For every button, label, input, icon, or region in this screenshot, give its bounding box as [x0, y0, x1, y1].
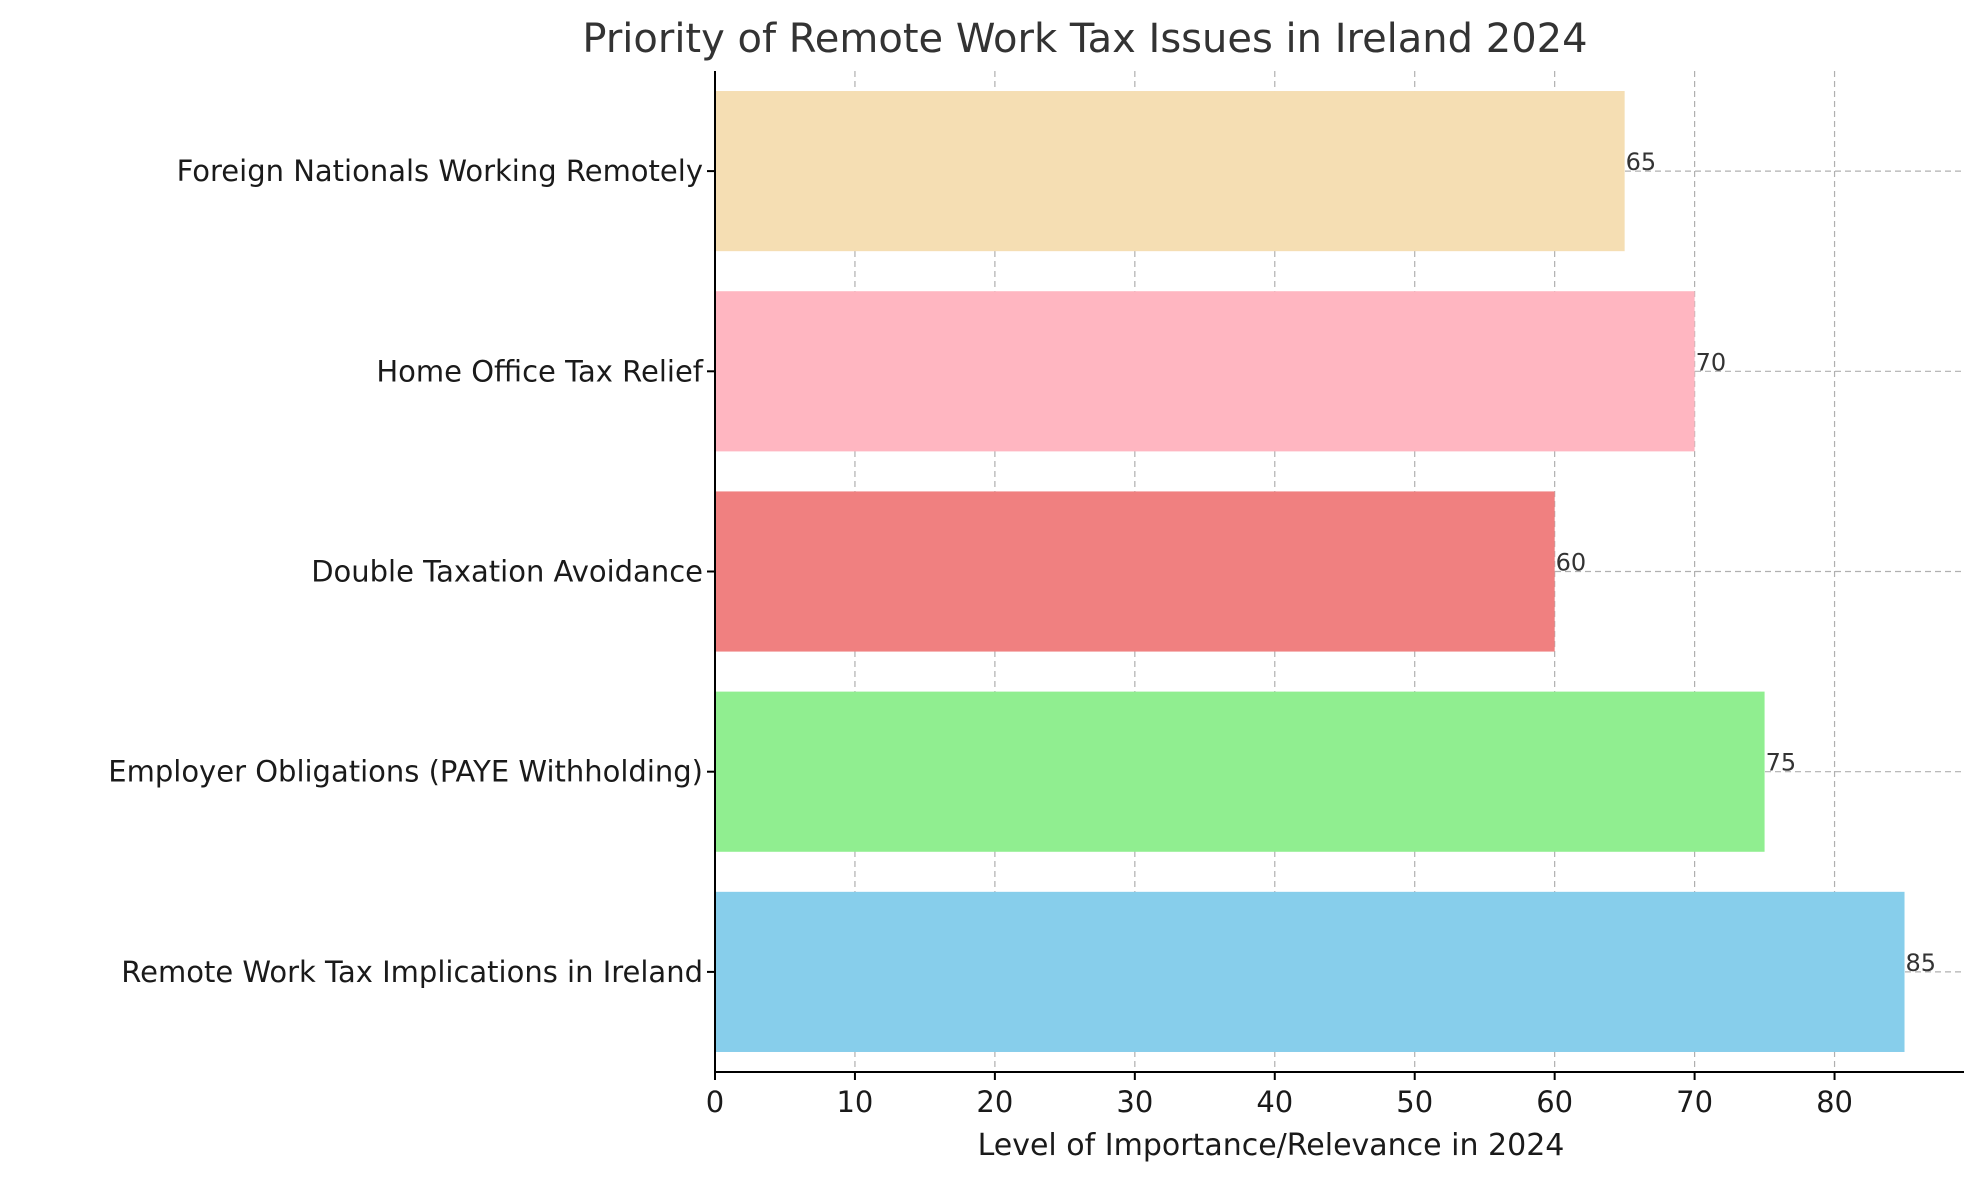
x-tick-label: 20: [976, 1085, 1013, 1119]
x-tick-label: 10: [836, 1085, 873, 1119]
y-category-label: Employer Obligations (PAYE Withholding): [108, 755, 703, 789]
bar-value-label: 70: [1696, 348, 1727, 376]
x-ticks: 0 10 20 30 40 50 60 70 80: [706, 1072, 1853, 1119]
y-category-label: Double Taxation Avoidance: [311, 555, 703, 589]
x-tick-label: 30: [1116, 1085, 1153, 1119]
y-category-label: Remote Work Tax Implications in Ireland: [121, 955, 703, 989]
x-tick-label: 70: [1676, 1085, 1713, 1119]
x-tick-label: 80: [1816, 1085, 1853, 1119]
data-labels: 85 75 60 70 65: [1556, 148, 1936, 977]
chart-title: Priority of Remote Work Tax Issues in Ir…: [582, 16, 1587, 62]
bar: [715, 291, 1695, 452]
x-tick-label: 0: [706, 1085, 724, 1119]
bar: [715, 891, 1905, 1052]
x-tick-label: 40: [1256, 1085, 1293, 1119]
bar: [715, 91, 1625, 252]
bar-value-label: 65: [1626, 148, 1657, 176]
bars: [715, 91, 1905, 1052]
x-tick-label: 50: [1396, 1085, 1433, 1119]
x-tick-label: 60: [1536, 1085, 1573, 1119]
bar-value-label: 85: [1906, 949, 1937, 977]
bar: [715, 491, 1555, 652]
bar: [715, 691, 1765, 852]
y-category-labels: Remote Work Tax Implications in Ireland E…: [108, 154, 715, 989]
y-category-label: Foreign Nationals Working Remotely: [177, 154, 703, 188]
x-axis-title: Level of Importance/Relevance in 2024: [978, 1128, 1565, 1163]
bar-value-label: 60: [1556, 549, 1587, 577]
y-category-label: Home Office Tax Relief: [376, 354, 703, 388]
bar-value-label: 75: [1766, 749, 1797, 777]
